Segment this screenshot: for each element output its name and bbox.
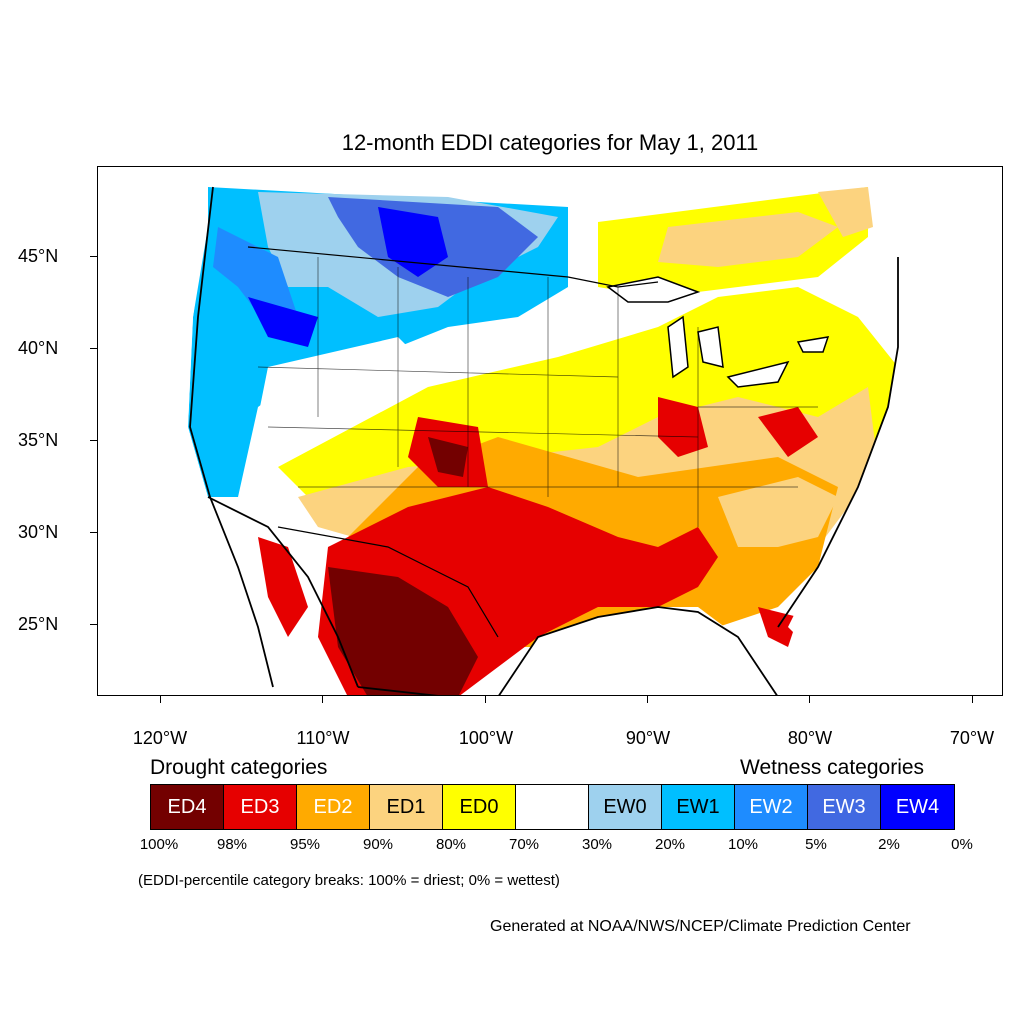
legend-cell-ed1: ED1 <box>370 785 443 829</box>
break-label: 2% <box>878 836 900 853</box>
region-mexico-ed4 <box>328 567 478 695</box>
legend-cell-normal <box>516 785 589 829</box>
break-label: 70% <box>508 836 540 853</box>
break-label: 10% <box>727 836 759 853</box>
credit-line: Generated at NOAA/NWS/NCEP/Climate Predi… <box>490 918 911 935</box>
legend-cell-ed0: ED0 <box>443 785 516 829</box>
break-label: 95% <box>289 836 321 853</box>
wetness-heading: Wetness categories <box>740 756 925 779</box>
legend-cell-ew1: EW1 <box>662 785 735 829</box>
break-label: 20% <box>654 836 686 853</box>
category-legend: ED4 ED3 ED2 ED1 ED0 EW0 EW1 EW2 EW3 EW4 <box>150 784 955 830</box>
legend-cell-ew3: EW3 <box>808 785 881 829</box>
category-note: (EDDI-percentile category breaks: 100% =… <box>138 872 560 889</box>
lat-label-30: 30°N <box>18 522 59 542</box>
coastline <box>189 186 899 695</box>
lat-label-45: 45°N <box>18 246 59 266</box>
map-title: 12-month EDDI categories for May 1, 2011 <box>341 130 759 155</box>
legend-cell-ed4: ED4 <box>151 785 224 829</box>
drought-heading: Drought categories <box>150 756 328 779</box>
us-mexico-border <box>277 526 499 638</box>
legend-cell-ew2: EW2 <box>735 785 808 829</box>
state-lines <box>257 257 818 527</box>
break-label: 5% <box>805 836 827 853</box>
legend-cell-ed2: ED2 <box>297 785 370 829</box>
legend-cell-ed3: ED3 <box>224 785 297 829</box>
legend-cell-ew0: EW0 <box>589 785 662 829</box>
lon-label-90: 90°W <box>625 728 671 748</box>
lon-label-110: 110°W <box>296 728 350 748</box>
break-label: 80% <box>435 836 467 853</box>
lon-label-80: 80°W <box>787 728 833 748</box>
lat-label-35: 35°N <box>18 430 59 450</box>
great-lakes <box>606 276 830 388</box>
lon-label-100: 100°W <box>458 728 514 748</box>
lon-label-70: 70°W <box>949 728 995 748</box>
break-label: 100% <box>139 836 179 853</box>
break-label: 98% <box>216 836 248 853</box>
us-canada-border <box>247 246 659 288</box>
lat-label-40: 40°N <box>18 338 59 358</box>
break-label: 30% <box>581 836 613 853</box>
eddi-map <box>98 167 1002 695</box>
break-label: 90% <box>362 836 394 853</box>
legend-cell-ew4: EW4 <box>881 785 954 829</box>
lat-label-25: 25°N <box>18 614 59 634</box>
lon-label-120: 120°W <box>132 728 188 748</box>
map-panel <box>97 166 1003 696</box>
break-label: 0% <box>951 836 973 853</box>
